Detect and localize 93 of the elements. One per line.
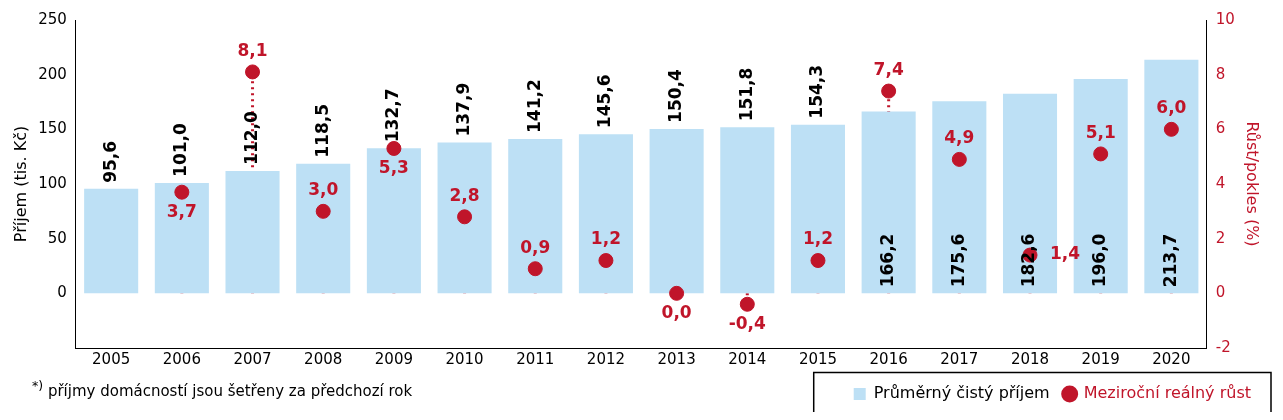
data-label: 213,7 bbox=[1159, 233, 1180, 288]
text: $^{*)}$ příjmy domácností jsou šetřeny za předchozí rok bbox=[32, 378, 413, 400]
data-label: 0,9 bbox=[520, 236, 551, 257]
data-label: 118,5 bbox=[311, 103, 332, 158]
y2-tick-label: 4 bbox=[1215, 173, 1226, 192]
data-label: 112,0 bbox=[240, 110, 261, 165]
data-label: 150,4 bbox=[665, 68, 686, 123]
x-tick-label: 2009 bbox=[374, 349, 413, 368]
y2-tick-label: 0 bbox=[1215, 283, 1226, 302]
data-label: 95,6 bbox=[99, 140, 120, 183]
point bbox=[315, 203, 331, 219]
x-tick-label: 2018 bbox=[1010, 349, 1050, 368]
y2-tick-label: 10 bbox=[1215, 9, 1235, 28]
bar bbox=[508, 138, 563, 294]
point bbox=[669, 285, 685, 301]
x-tick-label: 2007 bbox=[233, 349, 272, 368]
bar bbox=[578, 134, 633, 294]
x-tick-label: 2012 bbox=[586, 349, 626, 368]
bar bbox=[296, 163, 351, 294]
data-label: 101,0 bbox=[170, 122, 191, 177]
point bbox=[739, 296, 755, 312]
x-tick-label: 2011 bbox=[516, 349, 555, 368]
bar bbox=[861, 111, 916, 294]
bar bbox=[437, 142, 492, 294]
data-label: 1,2 bbox=[590, 228, 621, 249]
data-label: 8,1 bbox=[237, 39, 268, 60]
y-tick-label: 150 bbox=[38, 119, 67, 138]
y-tick-label: 250 bbox=[38, 9, 67, 28]
bar bbox=[1144, 59, 1199, 294]
x-tick-label: 2010 bbox=[445, 349, 484, 368]
data-label: 182,6 bbox=[1018, 233, 1039, 288]
x-tick-label: 2015 bbox=[798, 349, 838, 368]
data-label: 175,6 bbox=[947, 233, 968, 288]
x-tick-label: 2016 bbox=[869, 349, 908, 368]
data-label: -0,4 bbox=[728, 313, 767, 334]
point bbox=[1163, 121, 1179, 137]
point bbox=[245, 64, 261, 80]
data-label: 1,4 bbox=[1050, 243, 1081, 264]
point bbox=[1093, 146, 1109, 162]
y-tick-label: 50 bbox=[47, 228, 67, 247]
bar bbox=[84, 188, 139, 294]
x-tick-label: 2019 bbox=[1081, 349, 1120, 368]
point bbox=[598, 253, 614, 269]
bar bbox=[932, 101, 987, 294]
y2-tick-label: 6 bbox=[1215, 119, 1226, 138]
point bbox=[174, 184, 190, 200]
y2-tick-label: 2 bbox=[1215, 228, 1226, 247]
x-tick-label: 2020 bbox=[1152, 349, 1191, 368]
point bbox=[881, 83, 897, 99]
bar bbox=[225, 170, 280, 294]
x-tick-label: 2006 bbox=[162, 349, 201, 368]
x-tick-label: 2005 bbox=[92, 349, 131, 368]
x-tick-label: 2013 bbox=[657, 349, 696, 368]
y-tick-label: 0 bbox=[57, 283, 67, 302]
bar bbox=[720, 127, 775, 294]
bar bbox=[649, 128, 704, 294]
x-tick-label: 2008 bbox=[304, 349, 343, 368]
y2-axis-title: Růst/pokles (%) bbox=[1243, 121, 1263, 247]
data-label: 3,0 bbox=[308, 179, 339, 200]
data-label: 132,7 bbox=[382, 88, 403, 143]
data-label: 0,0 bbox=[661, 302, 692, 323]
data-label: 6,0 bbox=[1156, 97, 1187, 118]
y-axis-title: Příjem (tis. Kč) bbox=[10, 125, 30, 243]
y2-tick-label: 8 bbox=[1215, 64, 1226, 83]
data-label: 4,9 bbox=[944, 127, 975, 148]
y-tick-label: 200 bbox=[38, 64, 67, 83]
data-label: 141,2 bbox=[523, 79, 544, 133]
data-label: 2,8 bbox=[449, 184, 480, 205]
point bbox=[951, 151, 967, 167]
y2-tick-label: -2 bbox=[1215, 337, 1231, 356]
data-label: 7,4 bbox=[873, 58, 904, 79]
data-label: 166,2 bbox=[877, 233, 898, 288]
legend-label: Meziroční reálný růst bbox=[1083, 383, 1252, 403]
y-tick-label: 100 bbox=[38, 173, 67, 192]
point bbox=[810, 253, 826, 269]
data-label: 137,9 bbox=[452, 82, 473, 137]
data-label: 1,2 bbox=[802, 228, 834, 249]
bar bbox=[790, 124, 846, 294]
bar bbox=[154, 182, 209, 294]
point bbox=[386, 140, 402, 156]
data-label: 5,1 bbox=[1085, 121, 1116, 142]
data-label: 151,8 bbox=[735, 67, 756, 122]
legend-label: Průměrný čistý příjem bbox=[873, 383, 1050, 403]
bar bbox=[366, 148, 421, 294]
data-label: 3,7 bbox=[166, 201, 197, 222]
data-label: 196,0 bbox=[1089, 233, 1110, 288]
data-label: 154,3 bbox=[806, 64, 827, 119]
point bbox=[527, 261, 543, 277]
x-tick-label: 2014 bbox=[728, 349, 767, 368]
data-label: 145,6 bbox=[594, 74, 615, 129]
data-label: 5,3 bbox=[378, 157, 409, 178]
x-tick-label: 2017 bbox=[940, 349, 979, 368]
point bbox=[457, 209, 473, 225]
